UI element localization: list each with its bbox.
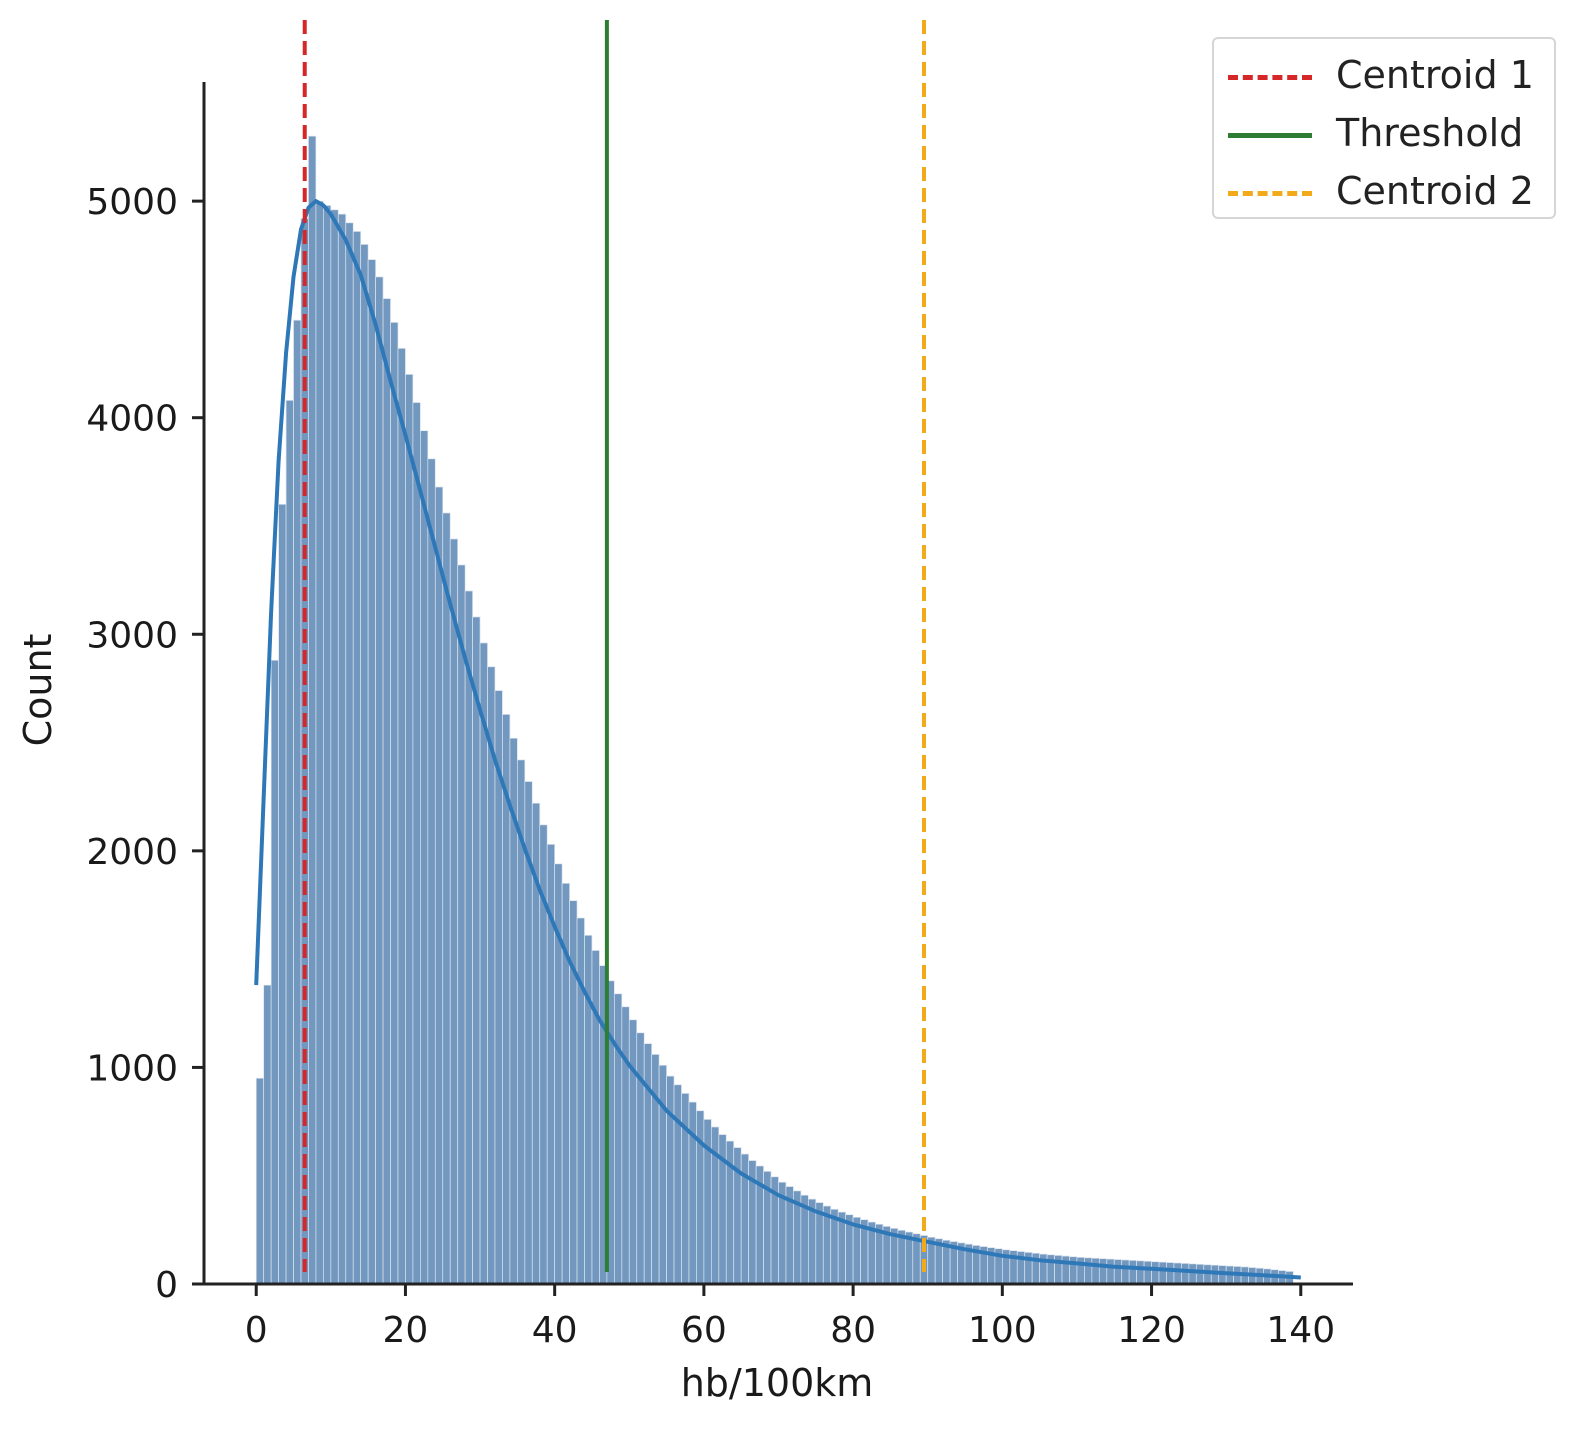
x-tick-label: 100 (968, 1310, 1037, 1351)
y-tick-label: 2000 (86, 832, 178, 873)
histogram-bar (1098, 1258, 1108, 1285)
histogram-bar (1181, 1263, 1190, 1285)
histogram-bar (1121, 1259, 1130, 1285)
histogram-bar (636, 1032, 645, 1285)
histogram-bar (278, 503, 287, 1285)
x-tick-label: 40 (532, 1310, 578, 1351)
histogram-bar (651, 1054, 660, 1285)
y-tick-label: 0 (155, 1265, 178, 1306)
histogram-bar (1195, 1263, 1205, 1285)
histogram-bar (576, 917, 585, 1285)
histogram-bar (382, 298, 391, 1285)
histogram-bar (375, 276, 384, 1285)
axes (192, 82, 1353, 1296)
histogram-bar (449, 538, 459, 1285)
legend-label-centroid-1: Centroid 1 (1336, 53, 1534, 97)
histogram-bar (584, 934, 593, 1285)
histogram-bar (434, 486, 444, 1285)
histogram-bar (330, 209, 339, 1285)
histogram-bar (412, 402, 421, 1285)
histogram-bar (457, 564, 466, 1285)
histogram-bar (1203, 1264, 1212, 1285)
histogram-bar (442, 512, 451, 1285)
histogram-bar (427, 458, 436, 1285)
kde-curve (254, 199, 1301, 1280)
legend: Centroid 1 Threshold Centroid 2 (1212, 37, 1556, 219)
legend-swatch-centroid-1 (1228, 75, 1312, 80)
histogram-bar (1106, 1258, 1115, 1285)
histogram-bar (1128, 1260, 1137, 1285)
legend-swatch-threshold (1228, 133, 1312, 138)
histogram-bar (337, 213, 347, 1285)
histogram-bar (285, 400, 294, 1285)
histogram-bar (345, 222, 354, 1285)
histogram-bar (643, 1043, 653, 1285)
histogram-bar (614, 993, 623, 1285)
histogram-bar (1084, 1257, 1093, 1285)
histogram-bar (696, 1110, 705, 1285)
x-tick-label: 0 (245, 1310, 268, 1351)
histogram-bar (1158, 1261, 1167, 1285)
legend-swatch-centroid-2 (1228, 191, 1312, 196)
histogram-bar (591, 950, 600, 1285)
histogram-bar (1076, 1257, 1085, 1285)
y-tick-label: 5000 (86, 182, 178, 223)
x-axis-label: hb/100km (681, 1361, 874, 1405)
histogram-bar (569, 900, 578, 1285)
legend-item-centroid-1: Centroid 1 (1214, 47, 1554, 105)
histogram-bar (1091, 1257, 1100, 1285)
histogram-bar (1136, 1260, 1145, 1285)
histogram-bar (681, 1093, 690, 1285)
histogram-bar (270, 659, 279, 1285)
histogram-bar (1069, 1256, 1078, 1285)
y-tick-label: 4000 (86, 399, 178, 440)
histogram-bar (464, 590, 473, 1285)
y-axis-label: Count (16, 634, 60, 747)
legend-label-threshold: Threshold (1336, 111, 1524, 155)
histogram-bar (658, 1064, 667, 1285)
y-tick-label: 3000 (86, 615, 178, 656)
histogram-bar (293, 319, 302, 1285)
histogram-bar (479, 642, 488, 1285)
histogram-bar (263, 984, 272, 1285)
histogram-bars (255, 135, 1294, 1285)
histogram-bar (1166, 1262, 1175, 1285)
histogram-bar (1143, 1260, 1152, 1285)
histogram-bar (323, 205, 332, 1285)
x-tick-label: 20 (383, 1310, 429, 1351)
histogram-bar (405, 374, 414, 1285)
vertical-lines (302, 20, 926, 1272)
histogram-bar (628, 1019, 638, 1285)
legend-item-threshold: Threshold (1214, 105, 1554, 163)
histogram-bar (1188, 1263, 1197, 1285)
histogram-bar (390, 322, 399, 1285)
tick-labels: 0 20 40 60 80 100 120 140 0 1000 2000 3000 4000 5000 (86, 182, 1335, 1351)
histogram-bar (315, 200, 324, 1285)
histogram-bar (688, 1101, 697, 1285)
histogram-bar (666, 1075, 675, 1285)
x-tick-label: 60 (681, 1310, 727, 1351)
histogram-bar (255, 1077, 265, 1285)
histogram-bar (308, 135, 317, 1285)
histogram-bar (397, 348, 406, 1285)
x-tick-label: 140 (1266, 1310, 1335, 1351)
histogram-bar (420, 430, 429, 1285)
histogram-bar (1173, 1262, 1182, 1285)
x-tick-label: 80 (830, 1310, 876, 1351)
histogram-bar (1151, 1261, 1160, 1285)
kde-layer (254, 199, 1301, 1280)
histogram-bar (367, 259, 376, 1285)
histogram-bar (621, 1006, 630, 1285)
histogram-bar (360, 244, 369, 1285)
histogram-bar (472, 616, 481, 1285)
histogram-bar (673, 1084, 682, 1285)
y-tick-label: 1000 (86, 1048, 178, 1089)
x-tick-label: 120 (1117, 1310, 1186, 1351)
legend-label-centroid-2: Centroid 2 (1336, 169, 1534, 213)
legend-item-centroid-2: Centroid 2 (1214, 163, 1554, 221)
histogram-bar (352, 231, 362, 1285)
histogram-bar (1113, 1259, 1123, 1285)
